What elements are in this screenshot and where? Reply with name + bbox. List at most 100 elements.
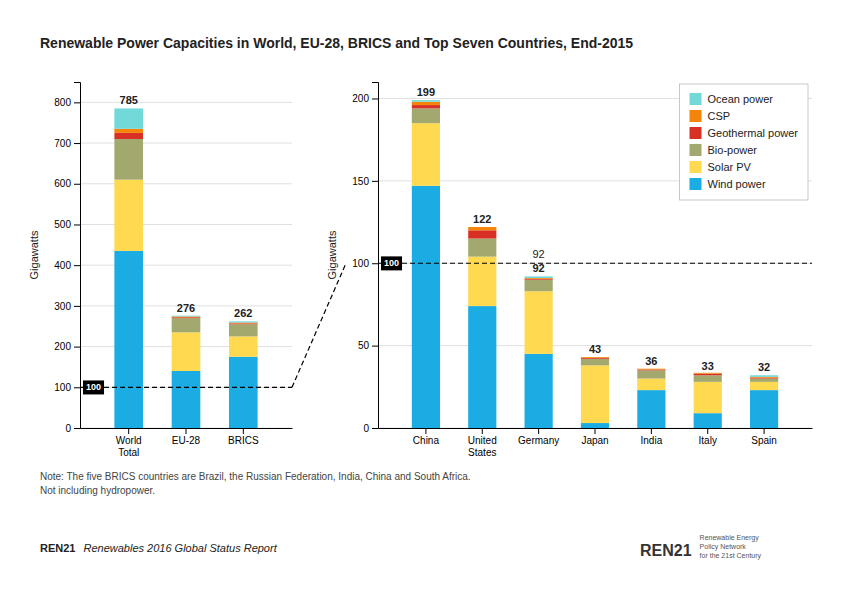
bar-segment	[114, 251, 143, 428]
x-tick: WorldTotal	[116, 428, 142, 458]
legend-label: Geothermal power	[708, 127, 799, 139]
tick-label: Japan	[581, 435, 608, 446]
total-label: 785	[120, 94, 138, 106]
tick-mark	[74, 143, 80, 144]
tick-mark	[651, 428, 652, 434]
x-tick: BRICS	[228, 428, 259, 446]
bar-segment	[750, 379, 778, 382]
tick-label: 150	[352, 176, 369, 187]
legend: Ocean powerCSPGeothermal powerBio-powerS…	[680, 84, 809, 200]
x-tick: EU-28	[172, 428, 201, 446]
series-bars	[412, 186, 778, 428]
bar-segment	[525, 278, 553, 280]
series-bars	[114, 180, 257, 371]
bar-segment	[694, 413, 722, 428]
y-axis: 050100150200	[352, 83, 378, 434]
total-label: 262	[234, 307, 252, 319]
tick-label: 100	[352, 258, 369, 269]
y-tick: 200	[54, 341, 80, 352]
x-tick: India	[641, 428, 663, 446]
bar-segment	[525, 354, 553, 428]
reference-label-box	[381, 256, 402, 270]
annotation: Renewable Energy	[700, 534, 760, 542]
tick-mark	[425, 428, 426, 434]
tick-mark	[764, 428, 765, 434]
chart-panel: 0100200300400500600700800WorldTotalEU-28…	[28, 83, 293, 458]
bar-segment	[637, 390, 665, 428]
total-label: 36	[645, 355, 657, 367]
legend-frame	[680, 84, 809, 200]
grid	[378, 98, 812, 428]
tick-label: WorldTotal	[116, 435, 142, 458]
bar-segment	[581, 423, 609, 428]
tick-mark	[243, 428, 244, 434]
bar-segment	[694, 372, 722, 374]
grid-line	[378, 263, 812, 264]
tick-label: UnitedStates	[468, 435, 497, 458]
tick-mark	[74, 265, 80, 266]
bar-segment	[229, 324, 258, 336]
legend-swatch	[690, 144, 702, 156]
bar-segment	[581, 357, 609, 358]
annotation: Policy Network	[700, 543, 747, 551]
tick-label: Germany	[518, 435, 559, 446]
y-tick: 300	[54, 301, 80, 312]
y-tick: 100	[352, 258, 378, 269]
bar-segment	[412, 108, 440, 123]
bar-segment	[525, 280, 553, 292]
bar-segment	[114, 108, 143, 128]
series-bars	[114, 129, 257, 324]
bar-segment	[694, 374, 722, 376]
tick-mark	[74, 347, 80, 348]
grid-line	[80, 265, 292, 266]
y-tick: 50	[358, 340, 378, 351]
bar-segment	[114, 180, 143, 251]
bar-segment	[525, 276, 553, 278]
tick-mark	[74, 306, 80, 307]
y-tick: 500	[54, 219, 80, 230]
bar-segment	[229, 336, 258, 356]
tick-mark	[372, 98, 378, 99]
reference-connector	[292, 263, 346, 387]
tick-mark	[707, 428, 708, 434]
annotation: Note: The five BRICS countries are Brazi…	[40, 471, 471, 482]
y-axis: 0100200300400500600700800	[54, 83, 80, 434]
y-tick: 200	[352, 93, 378, 104]
bar-segment	[468, 226, 496, 227]
series-bars	[114, 251, 257, 428]
annotation: Not including hydropower.	[40, 485, 155, 496]
tick-mark	[372, 263, 378, 264]
legend-label: Bio-power	[708, 144, 758, 156]
x-tick: UnitedStates	[468, 428, 497, 458]
reference-line	[378, 263, 812, 264]
bar-segment	[172, 317, 201, 319]
tick-label: 0	[65, 423, 71, 434]
legend-label: CSP	[708, 110, 731, 122]
bar-segment	[637, 368, 665, 369]
bars	[412, 100, 778, 428]
tick-mark	[482, 428, 483, 434]
bar-segment	[468, 230, 496, 238]
tick-label: 400	[54, 260, 71, 271]
series-bars	[114, 133, 257, 324]
bar-segment	[172, 316, 201, 318]
bar-segment	[637, 379, 665, 391]
tick-mark	[538, 428, 539, 434]
total-label: 33	[702, 360, 714, 372]
legend-swatch	[690, 110, 702, 122]
bar-segment	[637, 368, 665, 370]
reference-label-box	[83, 380, 104, 394]
tick-mark	[128, 428, 129, 434]
legend-label: Wind power	[708, 178, 766, 190]
bar-segment	[172, 332, 201, 371]
title: Renewable Power Capacities in World, EU-…	[40, 35, 633, 51]
tick-label: Italy	[699, 435, 717, 446]
tick-mark	[372, 181, 378, 182]
grid-line	[80, 102, 292, 103]
y-tick: 400	[54, 260, 80, 271]
reference-label: 100	[384, 258, 399, 268]
tick-mark	[74, 102, 80, 103]
tick-label: Spain	[751, 435, 777, 446]
bar-segment	[581, 357, 609, 359]
series-bars	[412, 105, 778, 379]
